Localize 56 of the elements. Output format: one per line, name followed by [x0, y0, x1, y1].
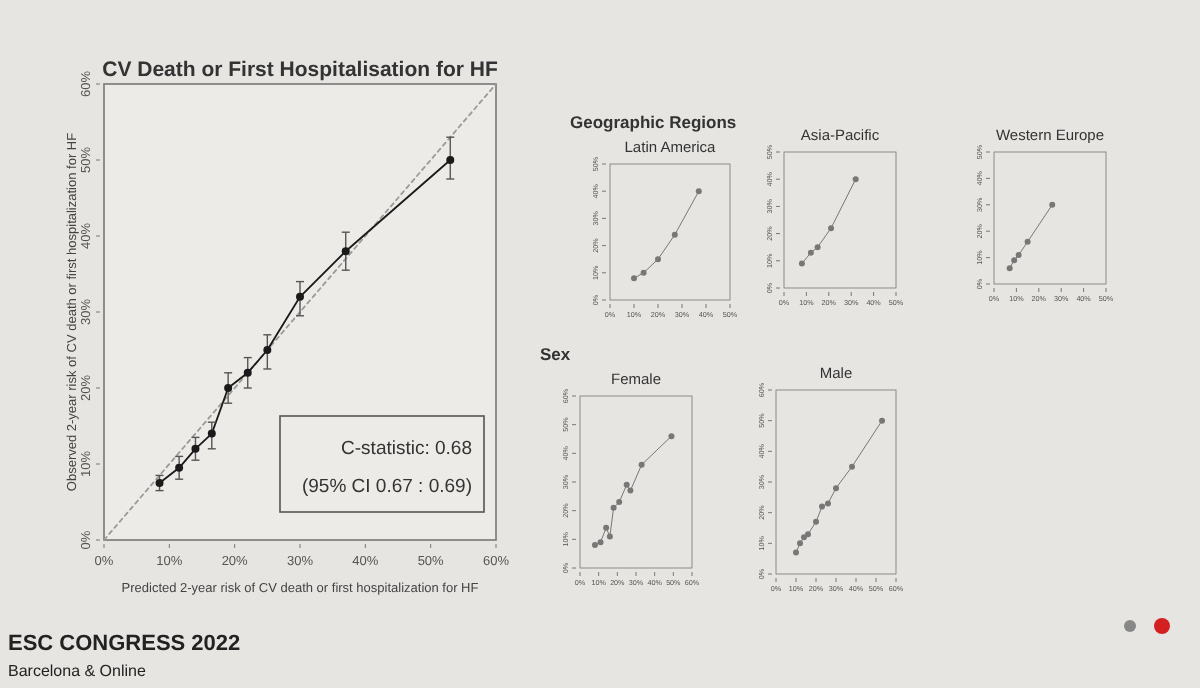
point	[610, 504, 617, 511]
point	[1049, 201, 1056, 208]
point	[833, 485, 839, 492]
point	[1024, 238, 1031, 245]
point	[627, 487, 634, 494]
point	[263, 346, 272, 354]
point	[341, 247, 350, 256]
point	[807, 249, 814, 256]
point	[616, 499, 623, 506]
point	[446, 156, 455, 164]
point	[828, 225, 835, 232]
annotation: C-statistic: 0.68	[341, 438, 472, 460]
point	[852, 176, 859, 183]
point	[640, 269, 647, 276]
point	[695, 188, 702, 195]
point	[797, 540, 803, 547]
point	[671, 231, 678, 238]
point	[849, 463, 855, 470]
point	[814, 244, 821, 251]
point	[825, 500, 831, 507]
point	[798, 260, 805, 267]
text: Barcelona & Online	[8, 662, 147, 680]
point	[793, 549, 799, 556]
point	[805, 531, 811, 538]
point	[207, 429, 216, 438]
point	[191, 444, 200, 453]
annotation: (95% CI 0.67 : 0.69)	[301, 476, 472, 498]
point	[668, 433, 675, 440]
point	[296, 292, 304, 301]
point	[224, 384, 233, 392]
line-series	[798, 176, 859, 267]
point	[603, 524, 610, 531]
point	[597, 539, 604, 546]
text: Sex	[540, 344, 571, 364]
line-series	[631, 188, 702, 282]
point	[606, 533, 613, 540]
point	[1006, 265, 1013, 272]
point	[813, 518, 819, 525]
point	[879, 417, 885, 424]
point	[819, 503, 825, 510]
point	[591, 542, 598, 549]
text: Geographic Regions	[570, 112, 737, 132]
point	[1011, 257, 1018, 264]
point	[801, 534, 807, 541]
text: ESC CONGRESS 2022	[8, 632, 241, 656]
point	[638, 461, 645, 468]
point	[243, 368, 252, 377]
point	[631, 275, 637, 282]
point	[1015, 251, 1022, 258]
point	[655, 256, 661, 263]
chart-title: CV Death or First Hospitalisation for HF	[102, 58, 499, 82]
line-series	[793, 417, 885, 556]
line-series	[1006, 201, 1056, 272]
point	[175, 463, 184, 472]
point	[623, 481, 630, 488]
point	[155, 479, 164, 487]
